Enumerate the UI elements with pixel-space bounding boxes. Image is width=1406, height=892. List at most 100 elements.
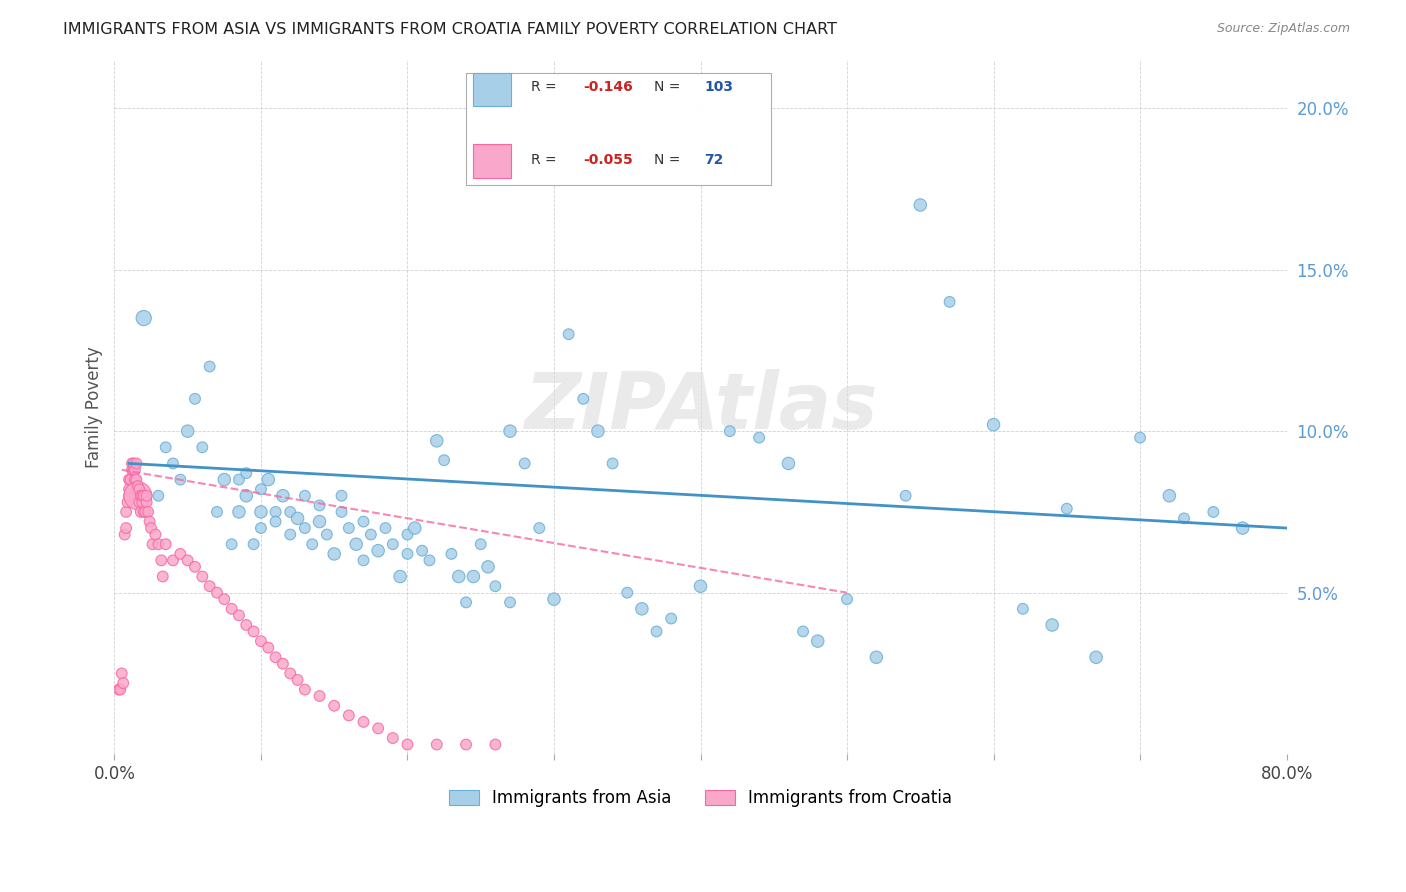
Point <box>1159 489 1181 503</box>
Point <box>228 608 250 623</box>
Point <box>278 666 301 681</box>
Point <box>125 457 148 471</box>
Point <box>440 547 463 561</box>
Point <box>242 624 264 639</box>
Point <box>389 569 412 583</box>
Point <box>1202 505 1225 519</box>
Point <box>264 515 287 529</box>
Point <box>778 457 800 471</box>
Text: N =: N = <box>654 80 685 95</box>
Point <box>454 738 477 752</box>
Point <box>616 585 638 599</box>
Point <box>308 499 330 513</box>
Point <box>121 457 143 471</box>
Point <box>308 515 330 529</box>
Point <box>463 569 485 583</box>
Text: R =: R = <box>530 80 561 95</box>
Text: IMMIGRANTS FROM ASIA VS IMMIGRANTS FROM CROATIA FAMILY POVERTY CORRELATION CHART: IMMIGRANTS FROM ASIA VS IMMIGRANTS FROM … <box>63 22 837 37</box>
Point <box>134 505 156 519</box>
Point <box>135 495 157 509</box>
Point <box>323 547 346 561</box>
Point <box>499 595 522 609</box>
FancyBboxPatch shape <box>465 73 770 185</box>
Text: -0.055: -0.055 <box>583 153 633 168</box>
Point <box>150 553 173 567</box>
Point <box>141 537 163 551</box>
Text: R =: R = <box>530 153 561 168</box>
Point <box>129 489 152 503</box>
Point <box>121 463 143 477</box>
Point <box>250 634 273 648</box>
Point <box>162 553 184 567</box>
Point <box>1129 431 1152 445</box>
Point <box>1232 521 1254 535</box>
Text: 72: 72 <box>704 153 724 168</box>
Point <box>176 553 198 567</box>
Point <box>1085 650 1108 665</box>
Point <box>499 424 522 438</box>
Point <box>294 489 316 503</box>
Point <box>396 547 419 561</box>
Point <box>301 537 323 551</box>
Point <box>294 682 316 697</box>
Point <box>645 624 668 639</box>
Point <box>426 434 449 448</box>
Point <box>330 505 353 519</box>
Point <box>132 505 155 519</box>
Point <box>169 473 191 487</box>
Point <box>115 505 138 519</box>
Point <box>228 505 250 519</box>
Text: ZIPAtlas: ZIPAtlas <box>524 369 877 445</box>
Point <box>191 569 214 583</box>
Point <box>198 359 221 374</box>
Point <box>214 592 236 607</box>
Point <box>122 457 145 471</box>
Point <box>112 676 135 690</box>
Point <box>586 424 609 438</box>
Point <box>145 527 167 541</box>
Point <box>214 473 236 487</box>
Point <box>271 489 294 503</box>
Point <box>115 521 138 535</box>
Point <box>418 553 440 567</box>
Point <box>148 489 170 503</box>
Point <box>689 579 711 593</box>
Point <box>353 714 375 729</box>
Point <box>250 521 273 535</box>
Point <box>155 537 177 551</box>
Point <box>235 618 257 632</box>
Point <box>631 602 654 616</box>
Point <box>257 473 280 487</box>
Point <box>396 527 419 541</box>
Point <box>344 537 367 551</box>
Point <box>162 457 184 471</box>
Point <box>148 537 170 551</box>
Point <box>264 505 287 519</box>
Point <box>294 521 316 535</box>
Point <box>136 505 159 519</box>
Point <box>264 650 287 665</box>
Point <box>114 527 136 541</box>
Point <box>135 489 157 503</box>
Point <box>117 495 139 509</box>
Point <box>353 553 375 567</box>
Point <box>910 198 932 212</box>
Point <box>122 463 145 477</box>
Point <box>139 521 162 535</box>
Point <box>250 483 273 497</box>
Text: -0.146: -0.146 <box>583 80 633 95</box>
Point <box>176 424 198 438</box>
Point <box>124 463 146 477</box>
Point <box>131 495 153 509</box>
Point <box>381 731 404 745</box>
Point <box>572 392 595 406</box>
Point <box>659 611 682 625</box>
Point <box>807 634 830 648</box>
Point <box>132 311 155 326</box>
Point <box>235 466 257 480</box>
Point <box>470 537 492 551</box>
Point <box>127 479 149 493</box>
Point <box>128 495 150 509</box>
FancyBboxPatch shape <box>472 145 510 178</box>
Point <box>111 666 134 681</box>
